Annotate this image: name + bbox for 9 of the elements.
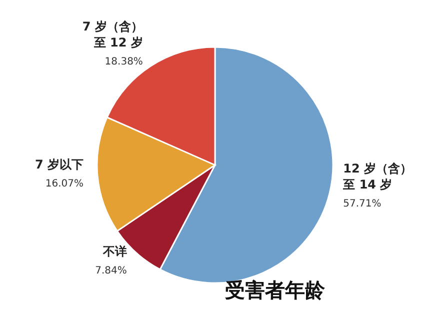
slice-label: 7 岁以下: [34, 158, 84, 172]
data-label: 57.71%: [343, 198, 382, 210]
data-label: 7.84%: [95, 265, 127, 276]
slice-label: 不详: [102, 244, 127, 258]
data-label: 16.07%: [45, 178, 84, 190]
slice-label: 7 岁（含）至 12 岁: [82, 19, 143, 50]
data-label: 18.38%: [104, 56, 143, 68]
slice-label: 12 岁（含）至 14 岁: [342, 162, 412, 192]
text: 受害者年龄: [225, 278, 326, 302]
